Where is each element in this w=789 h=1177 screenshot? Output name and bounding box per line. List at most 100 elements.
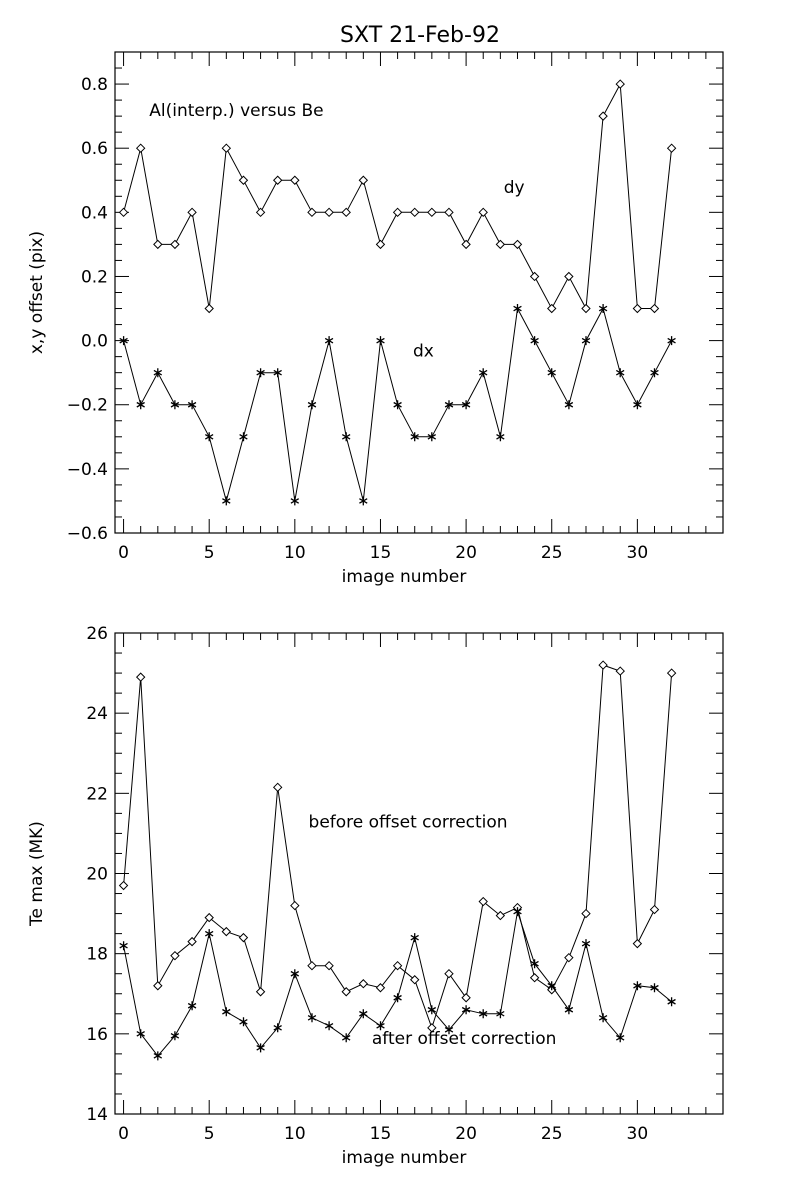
data-point-diamond (666, 668, 677, 678)
data-point-asterisk (239, 1017, 248, 1027)
data-point-diamond (632, 303, 643, 314)
data-point-asterisk (427, 1005, 437, 1015)
data-point-asterisk (461, 400, 471, 410)
data-point-diamond (615, 666, 625, 676)
data-point-diamond (358, 979, 369, 989)
data-point-diamond (649, 904, 660, 915)
data-point-asterisk (170, 1031, 180, 1041)
data-point-asterisk (256, 368, 265, 378)
data-point-diamond (529, 271, 540, 282)
data-point-diamond (495, 910, 506, 921)
data-point-asterisk (136, 1029, 145, 1039)
data-point-diamond (204, 303, 214, 314)
data-point-asterisk (119, 941, 128, 951)
data-point-asterisk (615, 1033, 625, 1043)
data-point-asterisk (393, 400, 402, 410)
data-point-diamond (290, 900, 300, 911)
data-point-asterisk (256, 1043, 265, 1053)
offset-panel: 0 5 10 15 20 25 30 −0.6 −0.4 −0.2 0.0 0.2 0.4 0.6 0.8 i… (27, 51, 724, 587)
data-point-asterisk (341, 1033, 351, 1043)
x-tick-label: 5 (204, 1124, 215, 1144)
y-tick-label: 0.4 (81, 203, 108, 223)
x-tick-label: 25 (541, 543, 563, 563)
y-tick-label: 0.6 (81, 139, 108, 159)
data-point-diamond (444, 969, 454, 979)
data-point-asterisk (530, 959, 539, 969)
data-point-diamond (495, 239, 506, 250)
temperature-panel: 0 5 10 15 20 25 30 14 16 18 20 22 24 26 image number Te… (27, 624, 724, 1168)
data-point-diamond (341, 987, 351, 997)
data-point-asterisk (324, 1021, 334, 1031)
x-axis-label: image number (342, 567, 467, 587)
y-tick-label: −0.2 (67, 396, 108, 416)
data-point-asterisk (496, 1009, 505, 1019)
data-point-diamond (375, 239, 386, 250)
data-point-diamond (307, 207, 317, 218)
data-point-diamond (547, 303, 557, 314)
data-point-diamond (272, 175, 283, 185)
data-point-asterisk (650, 368, 659, 378)
data-point-diamond (153, 239, 163, 250)
data-point-diamond (581, 303, 591, 314)
data-point-asterisk (633, 400, 642, 410)
data-point-diamond (135, 143, 146, 153)
data-point-diamond (255, 207, 266, 218)
figure-title: SXT 21-Feb-92 (340, 23, 500, 48)
data-point-asterisk (290, 969, 300, 979)
y-tick-label: −0.4 (67, 460, 108, 480)
annotation: after offset correction (372, 1029, 557, 1049)
data-point-diamond (564, 271, 574, 282)
data-point-asterisk (222, 1007, 231, 1017)
data-point-diamond (238, 932, 249, 943)
y-axis-label: x,y offset (pix) (27, 231, 47, 354)
data-point-asterisk (598, 1013, 608, 1023)
data-point-asterisk (547, 368, 556, 378)
data-point-diamond (324, 207, 334, 218)
data-point-asterisk (478, 1009, 488, 1019)
data-point-diamond (221, 143, 232, 153)
data-point-asterisk (513, 907, 522, 917)
data-point-diamond (204, 912, 214, 923)
data-point-asterisk (187, 1001, 197, 1011)
y-tick-label: 20 (86, 865, 108, 885)
data-point-asterisk (119, 336, 128, 346)
data-point-asterisk (359, 496, 368, 506)
data-point-asterisk (393, 993, 402, 1003)
y-tick-label: −0.6 (67, 524, 108, 544)
y-tick-label: 18 (86, 945, 108, 965)
x-tick-label: 30 (627, 543, 649, 563)
y-tick-label: 24 (86, 704, 108, 724)
data-point-diamond (118, 207, 129, 218)
data-point-asterisk (290, 496, 300, 506)
series-line (123, 664, 673, 1030)
data-point-asterisk (581, 939, 591, 949)
data-point-asterisk (410, 432, 419, 442)
data-point-diamond (615, 79, 625, 89)
data-point-diamond (392, 960, 403, 971)
data-point-diamond (255, 987, 266, 997)
data-point-diamond (427, 1023, 437, 1033)
data-point-asterisk (650, 983, 659, 993)
data-point-asterisk (667, 336, 676, 346)
data-point-diamond (272, 782, 283, 793)
annotation: dy (504, 178, 525, 198)
data-point-asterisk (307, 400, 317, 410)
x-tick-label: 20 (455, 1124, 477, 1144)
data-point-asterisk (444, 400, 454, 410)
x-axis-label: image number (342, 1148, 467, 1168)
data-point-asterisk (444, 1025, 454, 1035)
data-point-diamond (118, 880, 129, 891)
x-tick-label: 10 (284, 1124, 306, 1144)
data-point-asterisk (496, 432, 505, 442)
data-point-asterisk (376, 1021, 385, 1031)
data-point-diamond (666, 143, 677, 153)
data-point-asterisk (204, 929, 214, 939)
x-tick-label: 25 (541, 1124, 563, 1144)
x-tick-label: 5 (204, 543, 215, 563)
data-point-diamond (461, 993, 471, 1003)
data-point-diamond (187, 207, 197, 218)
data-point-asterisk (204, 432, 214, 442)
data-point-asterisk (478, 368, 488, 378)
data-point-diamond (444, 207, 454, 218)
data-point-diamond (153, 981, 163, 991)
